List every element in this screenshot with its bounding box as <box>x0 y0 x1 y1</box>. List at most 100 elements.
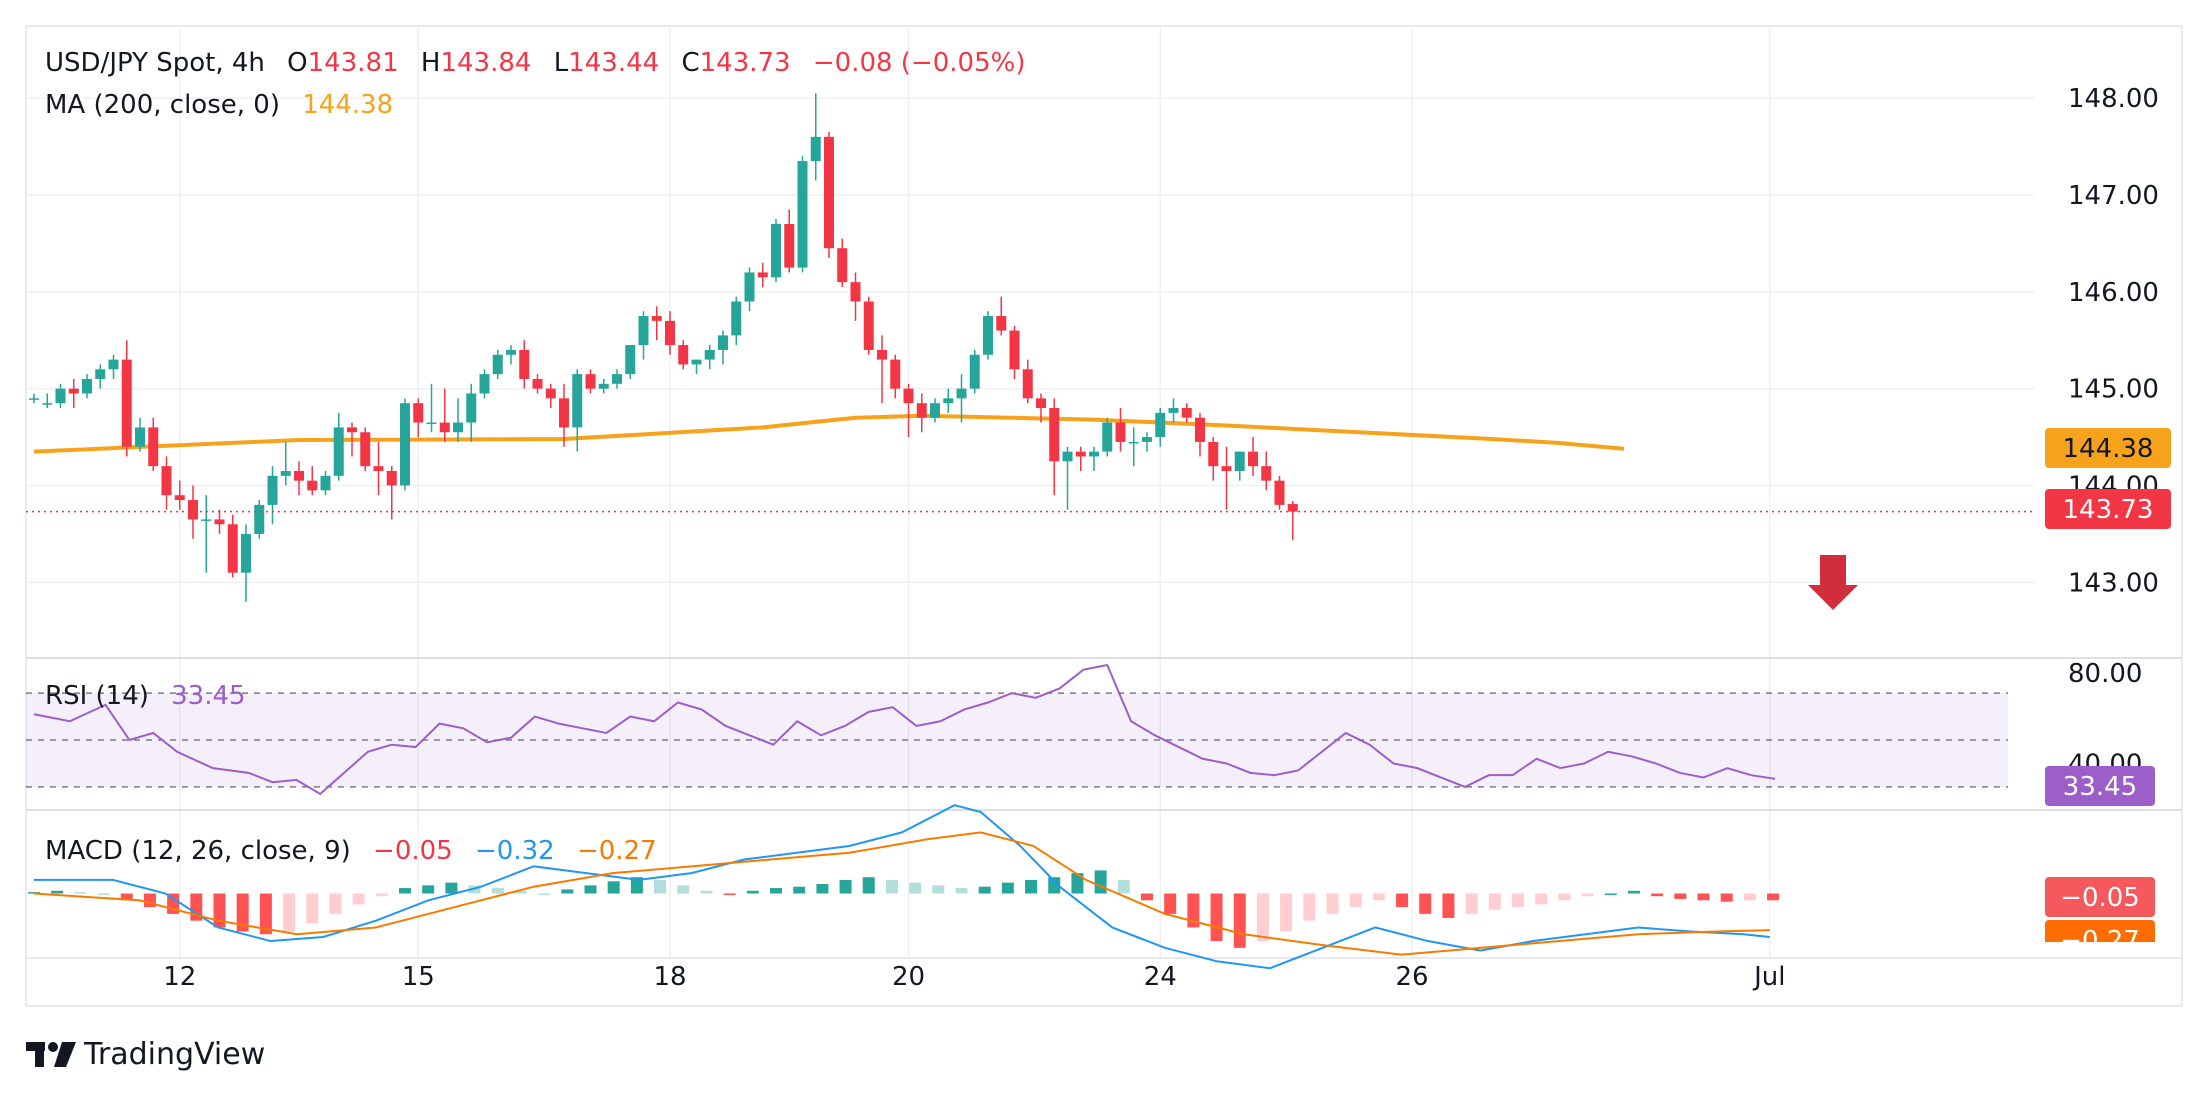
candle[interactable] <box>704 345 715 370</box>
candle[interactable] <box>1089 446 1099 471</box>
candle[interactable] <box>651 306 662 341</box>
candle[interactable] <box>201 495 212 573</box>
candle[interactable] <box>307 466 318 496</box>
candle[interactable] <box>29 393 39 404</box>
candle[interactable] <box>519 340 530 389</box>
candle[interactable] <box>1208 437 1219 481</box>
candle[interactable] <box>386 466 397 520</box>
candle[interactable] <box>95 364 106 389</box>
candle[interactable] <box>1221 446 1232 510</box>
candle[interactable] <box>148 417 159 471</box>
candle[interactable] <box>1128 427 1139 467</box>
candle[interactable] <box>1234 451 1245 481</box>
candle[interactable] <box>903 383 914 438</box>
candle[interactable] <box>135 417 145 452</box>
candle[interactable] <box>824 132 834 258</box>
candle[interactable] <box>890 354 901 399</box>
candle[interactable] <box>1287 501 1298 540</box>
candle[interactable] <box>413 398 424 438</box>
candle[interactable] <box>625 345 636 379</box>
candle[interactable] <box>400 398 410 491</box>
candle[interactable] <box>744 267 755 312</box>
candle[interactable] <box>612 369 622 389</box>
candle[interactable] <box>1009 325 1020 379</box>
candle[interactable] <box>466 383 477 442</box>
candle[interactable] <box>1022 359 1033 404</box>
candle[interactable] <box>479 369 490 399</box>
candle[interactable] <box>1274 475 1285 510</box>
candle[interactable] <box>174 480 185 510</box>
candle[interactable] <box>863 296 874 355</box>
candle[interactable] <box>532 374 543 394</box>
candle[interactable] <box>1062 446 1073 510</box>
candle[interactable] <box>1075 446 1086 471</box>
candle[interactable] <box>1049 398 1060 496</box>
candle[interactable] <box>665 311 675 355</box>
candle[interactable] <box>82 374 92 399</box>
candle[interactable] <box>1115 408 1126 452</box>
candle[interactable] <box>108 354 119 379</box>
candle[interactable] <box>1155 408 1166 447</box>
candle[interactable] <box>691 359 702 375</box>
candle[interactable] <box>718 330 728 365</box>
candle[interactable] <box>996 296 1007 336</box>
candle[interactable] <box>1261 451 1272 491</box>
candle[interactable] <box>360 427 371 471</box>
candle[interactable] <box>598 378 609 394</box>
candle[interactable] <box>771 219 781 283</box>
candle[interactable] <box>214 509 225 534</box>
candle[interactable] <box>439 388 450 442</box>
candle[interactable] <box>506 345 516 365</box>
candle[interactable] <box>559 383 569 447</box>
candle[interactable] <box>42 393 53 409</box>
candle[interactable] <box>757 262 768 287</box>
candle[interactable] <box>983 311 993 360</box>
candle[interactable] <box>850 272 861 321</box>
candle[interactable] <box>1248 437 1258 476</box>
candle[interactable] <box>188 485 198 539</box>
candle[interactable] <box>797 156 808 273</box>
candle[interactable] <box>678 340 689 370</box>
candle[interactable] <box>572 369 583 452</box>
candle[interactable] <box>68 378 79 409</box>
candle[interactable] <box>1036 393 1046 423</box>
candle[interactable] <box>877 335 887 404</box>
candle[interactable] <box>227 514 238 578</box>
candle[interactable] <box>453 398 463 442</box>
candle[interactable] <box>943 388 954 413</box>
candle[interactable] <box>121 340 132 457</box>
candle[interactable] <box>55 383 66 409</box>
candle[interactable] <box>916 393 927 433</box>
candle[interactable] <box>956 374 967 423</box>
candle[interactable] <box>373 441 384 496</box>
candlestick-series[interactable] <box>29 93 1298 602</box>
candle[interactable] <box>585 369 596 394</box>
tradingview-logo[interactable]: TradingView <box>26 1037 265 1072</box>
candle[interactable] <box>1168 398 1179 423</box>
candle[interactable] <box>837 238 848 287</box>
candle[interactable] <box>810 93 821 181</box>
candle[interactable] <box>1195 412 1205 457</box>
candle[interactable] <box>320 470 331 496</box>
candle[interactable] <box>731 296 742 346</box>
candle[interactable] <box>254 500 265 539</box>
candle[interactable] <box>267 466 278 525</box>
candle[interactable] <box>294 461 304 496</box>
candle[interactable] <box>347 422 357 457</box>
candle[interactable] <box>1102 417 1113 457</box>
candle[interactable] <box>1142 432 1152 452</box>
candle[interactable] <box>241 524 251 602</box>
candle[interactable] <box>638 311 649 360</box>
candle[interactable] <box>545 383 556 409</box>
candle[interactable] <box>492 349 503 379</box>
candle[interactable] <box>333 412 344 481</box>
candle[interactable] <box>1181 403 1192 423</box>
time-axis[interactable]: 12 15 18 20 24 26 Jul <box>163 962 1785 992</box>
rsi-pane[interactable] <box>26 663 2008 796</box>
candle[interactable] <box>280 441 291 486</box>
candle[interactable] <box>930 398 940 423</box>
candle[interactable] <box>784 209 795 273</box>
candle[interactable] <box>426 383 437 433</box>
candle[interactable] <box>969 349 980 394</box>
